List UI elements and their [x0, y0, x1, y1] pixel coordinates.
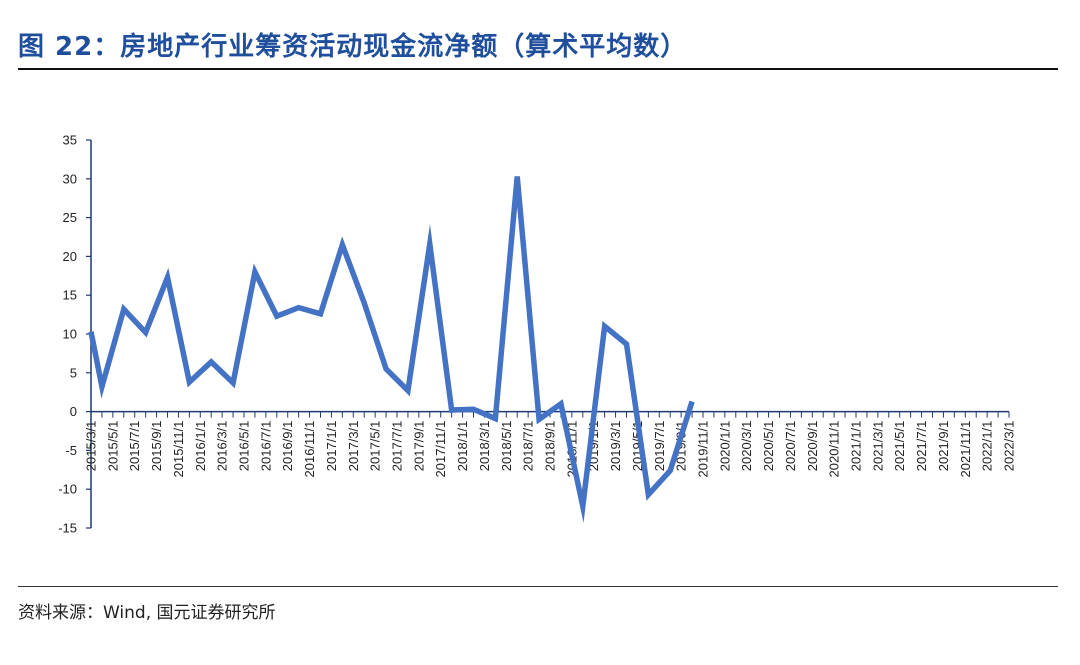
x-tick-label: 2017/11/1 [433, 421, 448, 478]
x-tick-label: 2019/11/1 [696, 421, 711, 478]
y-tick-label: 25 [63, 210, 77, 225]
source-note: 资料来源：Wind, 国元证券研究所 [18, 603, 276, 623]
x-tick-label: 2016/9/1 [280, 421, 295, 472]
chart-title: 图 22：房地产行业筹资活动现金流净额（算术平均数） [18, 32, 688, 62]
y-tick-label: 30 [63, 171, 77, 186]
y-tick-label: 5 [70, 365, 77, 380]
x-tick-label: 2021/3/1 [870, 421, 885, 472]
x-tick-label: 2022/1/1 [980, 421, 995, 472]
x-tick-label: 2015/9/1 [149, 421, 164, 472]
x-tick-label: 2015/7/1 [127, 421, 142, 472]
x-tick-label: 2022/3/1 [1002, 421, 1017, 472]
y-tick-label: -10 [58, 482, 77, 497]
x-tick-label: 2018/3/1 [477, 421, 492, 472]
x-tick-label: 2015/3/1 [84, 421, 99, 472]
x-tick-label: 2015/11/1 [171, 421, 186, 478]
y-tick-label: 10 [63, 327, 77, 342]
x-tick-label: 2020/5/1 [761, 421, 776, 472]
x-tick-label: 2019/7/1 [652, 421, 667, 472]
x-tick-label: 2016/1/1 [193, 421, 208, 472]
x-tick-label: 2015/5/1 [105, 421, 120, 472]
x-tick-label: 2018/9/1 [543, 421, 558, 472]
x-tick-label: 2017/3/1 [346, 421, 361, 472]
y-tick-label: 20 [63, 249, 77, 264]
x-tick-label: 2020/7/1 [783, 421, 798, 472]
x-tick-label: 2018/1/1 [455, 421, 470, 472]
x-tick-label: 2016/5/1 [237, 421, 252, 472]
x-tick-label: 2020/9/1 [805, 421, 820, 472]
x-tick-label: 2020/1/1 [717, 421, 732, 472]
x-tick-label: 2017/9/1 [411, 421, 426, 472]
x-tick-label: 2019/3/1 [608, 421, 623, 472]
x-tick-label: 2021/9/1 [936, 421, 951, 472]
y-tick-label: 35 [63, 133, 77, 148]
y-tick-label: -15 [58, 521, 77, 536]
x-tick-label: 2018/7/1 [521, 421, 536, 472]
x-tick-label: 2021/11/1 [958, 421, 973, 478]
x-tick-label: 2017/5/1 [368, 421, 383, 472]
y-tick-label: -5 [65, 443, 77, 458]
y-tick-label: 0 [70, 404, 77, 419]
x-tick-label: 2017/1/1 [324, 421, 339, 472]
x-tick-label: 2020/11/1 [827, 421, 842, 478]
x-tick-label: 2018/5/1 [499, 421, 514, 472]
x-tick-label: 2016/11/1 [302, 421, 317, 478]
x-tick-label: 2021/5/1 [892, 421, 907, 472]
x-tick-label: 2016/7/1 [258, 421, 273, 472]
x-tick-label: 2017/7/1 [390, 421, 405, 472]
x-tick-label: 2016/3/1 [215, 421, 230, 472]
title-rule [18, 68, 1058, 70]
x-tick-label: 2021/1/1 [849, 421, 864, 472]
x-tick-label: 2021/7/1 [914, 421, 929, 472]
y-tick-label: 15 [63, 288, 77, 303]
x-tick-label: 2020/3/1 [739, 421, 754, 472]
footer-rule [18, 586, 1058, 587]
